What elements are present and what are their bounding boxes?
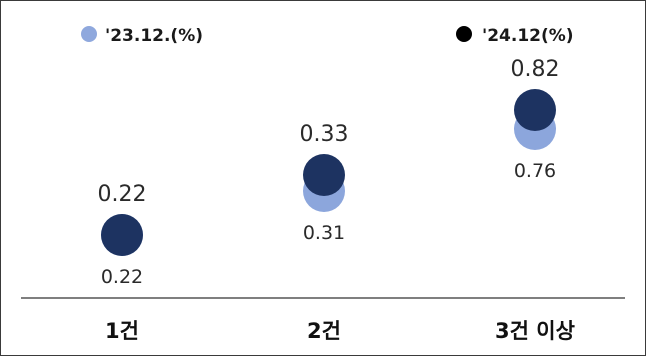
- value-label-2024-2: 0.33: [300, 122, 349, 147]
- legend-marker-2023: [81, 26, 97, 42]
- value-label-2023-3plus: 0.76: [514, 160, 556, 182]
- category-label-2: 2건: [307, 319, 341, 343]
- point-2024-1: [101, 214, 143, 256]
- legend-label-2024: '24.12(%): [482, 26, 574, 46]
- value-label-2024-3plus: 0.82: [511, 57, 560, 82]
- category-label-1: 1건: [105, 319, 139, 343]
- legend-marker-2024: [456, 26, 472, 42]
- point-2024-3plus: [514, 89, 556, 131]
- category-label-3plus: 3건 이상: [495, 319, 575, 343]
- value-label-2023-2: 0.31: [303, 222, 345, 244]
- value-label-2023-1: 0.22: [101, 266, 143, 288]
- value-label-2024-1: 0.22: [98, 182, 147, 207]
- legend-label-2023: '23.12.(%): [105, 26, 203, 46]
- point-2024-2: [303, 154, 345, 196]
